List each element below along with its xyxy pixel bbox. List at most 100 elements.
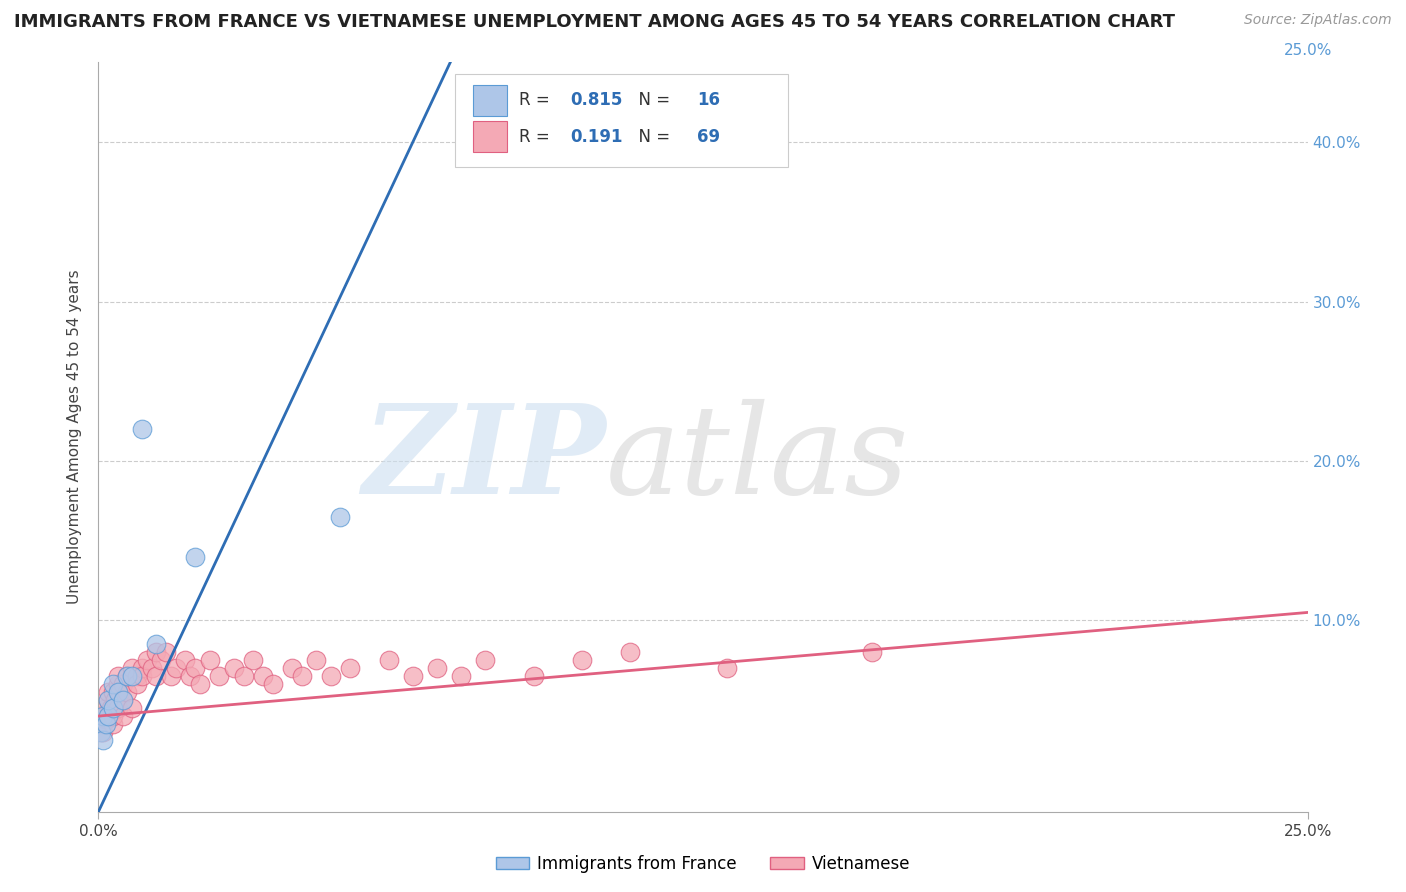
- Text: Source: ZipAtlas.com: Source: ZipAtlas.com: [1244, 13, 1392, 28]
- Point: [571, 653, 593, 667]
- Point: [90, 709, 112, 723]
- FancyBboxPatch shape: [474, 85, 508, 116]
- Point: [160, 669, 183, 683]
- Point: [117, 685, 139, 699]
- Point: [290, 669, 312, 683]
- Point: [94, 717, 117, 731]
- Point: [96, 712, 118, 726]
- Point: [94, 709, 117, 723]
- Point: [184, 661, 207, 675]
- Point: [101, 709, 124, 723]
- Point: [165, 661, 187, 675]
- Y-axis label: Unemployment Among Ages 45 to 54 years: Unemployment Among Ages 45 to 54 years: [67, 269, 83, 605]
- Text: R =: R =: [519, 91, 555, 109]
- Point: [208, 669, 231, 683]
- Point: [111, 677, 134, 691]
- Point: [107, 685, 129, 699]
- Point: [89, 717, 111, 731]
- Point: [329, 509, 352, 524]
- Point: [716, 661, 738, 675]
- Point: [135, 653, 157, 667]
- Text: N =: N =: [628, 128, 675, 145]
- Point: [117, 669, 139, 683]
- Text: IMMIGRANTS FROM FRANCE VS VIETNAMESE UNEMPLOYMENT AMONG AGES 45 TO 54 YEARS CORR: IMMIGRANTS FROM FRANCE VS VIETNAMESE UNE…: [14, 13, 1175, 31]
- Point: [262, 677, 284, 691]
- Point: [90, 712, 112, 726]
- Point: [111, 709, 134, 723]
- Point: [100, 701, 122, 715]
- Point: [319, 669, 342, 683]
- FancyBboxPatch shape: [474, 121, 508, 153]
- Text: R =: R =: [519, 128, 555, 145]
- Point: [97, 709, 120, 723]
- Point: [860, 645, 883, 659]
- Point: [121, 669, 143, 683]
- Point: [127, 677, 149, 691]
- Point: [94, 701, 117, 715]
- Point: [108, 685, 131, 699]
- Text: 0.191: 0.191: [569, 128, 623, 145]
- Point: [107, 677, 129, 691]
- Point: [174, 653, 197, 667]
- Point: [101, 717, 124, 731]
- Point: [377, 653, 399, 667]
- Point: [252, 669, 274, 683]
- Point: [127, 669, 149, 683]
- Point: [90, 725, 112, 739]
- Text: 0.815: 0.815: [569, 91, 623, 109]
- Point: [523, 669, 546, 683]
- FancyBboxPatch shape: [456, 74, 787, 168]
- Point: [131, 669, 153, 683]
- Point: [104, 693, 127, 707]
- Point: [188, 677, 211, 691]
- Point: [619, 645, 641, 659]
- Point: [184, 549, 207, 564]
- Point: [91, 717, 114, 731]
- Point: [426, 661, 449, 675]
- Point: [145, 645, 167, 659]
- Point: [97, 693, 120, 707]
- Point: [97, 685, 120, 699]
- Point: [117, 669, 139, 683]
- Point: [141, 661, 163, 675]
- Point: [150, 653, 173, 667]
- Point: [402, 669, 425, 683]
- Point: [89, 709, 111, 723]
- Point: [131, 661, 153, 675]
- Point: [305, 653, 328, 667]
- Point: [131, 422, 153, 436]
- Point: [222, 661, 245, 675]
- Point: [155, 645, 177, 659]
- Point: [101, 677, 124, 691]
- Point: [281, 661, 304, 675]
- Legend: Immigrants from France, Vietnamese: Immigrants from France, Vietnamese: [489, 848, 917, 880]
- Point: [91, 717, 114, 731]
- Point: [91, 725, 114, 739]
- Point: [97, 709, 120, 723]
- Point: [101, 685, 124, 699]
- Text: atlas: atlas: [606, 399, 910, 520]
- Point: [474, 653, 496, 667]
- Point: [145, 669, 167, 683]
- Point: [179, 669, 201, 683]
- Point: [111, 693, 134, 707]
- Point: [145, 637, 167, 651]
- Point: [101, 701, 124, 715]
- Text: N =: N =: [628, 91, 675, 109]
- Point: [242, 653, 264, 667]
- Point: [93, 712, 115, 726]
- Text: ZIP: ZIP: [363, 399, 606, 520]
- Point: [121, 661, 143, 675]
- Point: [232, 669, 254, 683]
- Text: 69: 69: [697, 128, 720, 145]
- Point: [107, 701, 129, 715]
- Point: [450, 669, 472, 683]
- Point: [107, 669, 129, 683]
- Point: [339, 661, 361, 675]
- Point: [93, 709, 115, 723]
- Point: [198, 653, 221, 667]
- Point: [121, 701, 143, 715]
- Text: 16: 16: [697, 91, 720, 109]
- Point: [91, 709, 114, 723]
- Point: [91, 733, 114, 747]
